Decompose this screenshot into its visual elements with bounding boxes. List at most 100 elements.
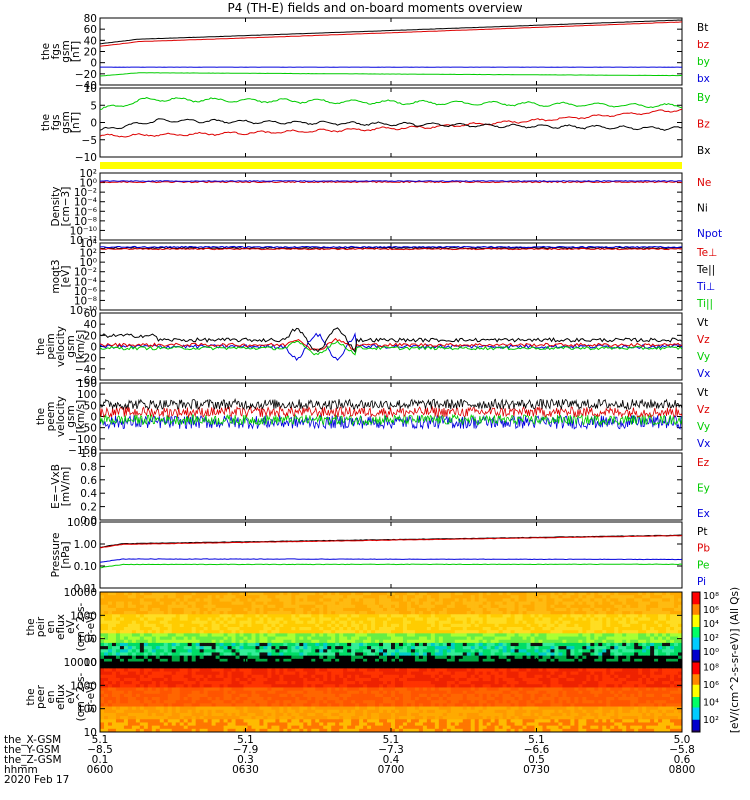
series-line-peem-1 [100,413,682,427]
y-axis-label: fgs [50,115,62,131]
y-tick-label: 10⁰ [79,178,97,190]
y-tick-label: 10⁻¹⁰ [70,305,97,317]
y-axis-label: eV [65,689,77,703]
y-tick-label: 150 [77,378,97,390]
x-tick-label: −7.3 [378,744,404,756]
legend-Pi: Pi [697,576,706,588]
y-tick-label: 10⁰ [79,257,97,269]
y-tick-label: −150 [68,445,97,457]
y-tick-label: 20 [84,47,97,59]
y-tick-label: 60 [84,24,97,36]
y-tick-label: −60 [75,375,97,387]
y-tick-label: 100 [77,389,97,401]
legend-Te||: Te|| [696,264,715,276]
y-axis-label: gsm [60,40,72,62]
panel-frame [99,87,683,158]
y-axis-label: Density [50,187,62,227]
colorbar-tick-label: 10² [703,715,719,726]
panel-fgs_gsm_dsl [99,87,683,158]
y-axis-label: sr-eV) [85,682,97,713]
series-line-Bz [100,108,682,138]
colorbar-peir [691,591,701,663]
y-tick-label: −40 [75,364,97,376]
colorbar-label: [eV/(cm^2-s-sr-eV)] (All Qs) [729,587,741,733]
y-tick-label: 0 [90,58,97,70]
x-tick-label: 0.3 [237,754,254,766]
y-tick-label: 100 [77,704,97,716]
y-axis-label: fgs [50,44,62,60]
x-tick-label: −7.9 [233,744,259,756]
y-tick-label: 0.01 [74,583,97,595]
y-axis-label: peem [45,402,57,432]
y-axis-label: the [40,114,52,131]
legend-bz: bz [697,39,710,51]
legend-Vx: Vx [697,438,710,450]
colorbar-tick-label: 10⁸ [703,591,719,602]
y-axis-label: the [35,338,47,355]
y-axis-label: (cm^2-s- [75,602,87,651]
x-tick-label: 5.1 [528,734,545,746]
y-axis-label: the [25,688,37,705]
series-line-peem-2 [100,405,682,419]
x-tick-label: 0.1 [92,754,109,766]
colorbar-tick-label: 10⁶ [703,680,719,691]
colorbar-tick-label: 10⁴ [703,619,719,630]
legend-Ex: Ex [697,508,710,520]
y-axis-label: gsm [65,335,77,357]
panel-temperature [99,242,683,311]
legend-Vy: Vy [697,351,710,363]
y-axis-label: peer [35,684,47,709]
y-axis-label: sr-eV) [85,612,97,643]
x-date-label: 2020 Feb 17 [4,774,69,786]
legend-Pb: Pb [697,543,710,555]
y-tick-label: −10 [75,152,97,164]
y-tick-label: 0 [90,342,97,354]
chart-title: P4 (TH-E) fields and on-board moments ov… [227,1,523,15]
y-tick-label: 0.8 [80,461,97,473]
y-tick-label: −100 [68,434,97,446]
legend-by: by [697,56,710,68]
panel-efield [99,452,683,521]
y-tick-label: 10⁻⁴ [74,197,97,209]
panel-density [99,172,683,241]
x-tick-label: −6.6 [524,744,550,756]
y-tick-label: 0.6 [80,475,97,487]
y-axis-label: eflux [55,614,67,640]
y-axis-label: gsm [65,405,77,427]
legend-Bx: Bx [697,145,710,157]
y-axis-label: [mV/m] [60,467,72,506]
y-axis-label: [nT] [70,41,82,62]
x-tick-label: 0.5 [528,754,545,766]
y-tick-label: 40 [84,319,97,331]
colorbar-frame [691,661,701,733]
y-tick-label: 10⁻¹² [70,235,97,247]
y-tick-label: 10⁻⁸ [74,295,97,307]
panel-fgs_gsm [99,17,683,86]
y-tick-label: 10000 [64,657,97,669]
x-row-label-1: the_Y-GSM [4,744,60,756]
y-tick-label: 10 [84,657,97,669]
y-tick-label: 10⁻² [74,267,97,279]
colorbar-peer [691,661,701,733]
panel-pressure [99,521,683,589]
legend-Pt: Pt [697,526,707,538]
series-line-Npot [100,180,682,182]
legend-Bt: Bt [697,22,708,34]
series-line-pressure-3 [100,563,682,569]
y-tick-label: 100 [77,634,97,646]
y-axis-label: [km/s] [75,400,87,434]
colorbar-tick-label: 10⁴ [703,697,719,708]
y-tick-label: 10⁻⁶ [74,286,97,298]
y-axis-label: [km/s] [75,330,87,364]
y-axis-label: Pressure [50,533,62,578]
legend-Vx: Vx [697,368,710,380]
x-tick-label: 0.4 [383,754,400,766]
y-tick-label: −40 [75,80,97,92]
y-axis-label: [nT] [70,112,82,133]
x-tick-label: 0600 [87,764,114,776]
y-axis-label: velocity [55,396,67,437]
legend-Npot: Npot [697,228,722,240]
y-axis-label: the [25,618,37,635]
y-tick-label: 80 [84,13,97,25]
